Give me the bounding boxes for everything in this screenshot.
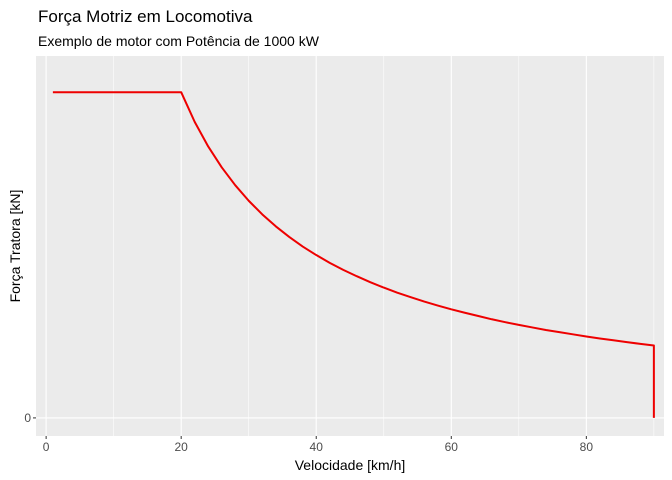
series-line-1 — [52, 91, 655, 418]
x-axis: 0 20 40 60 80 — [43, 436, 594, 454]
plot-panel — [36, 56, 664, 436]
chart-title: Força Motriz em Locomotiva — [38, 7, 253, 26]
y-axis: 0 — [24, 411, 36, 425]
minor-gridlines — [113, 56, 655, 436]
x-tick-label: 40 — [310, 440, 324, 454]
y-tick-label: 0 — [24, 411, 31, 425]
x-tick-label: 20 — [175, 440, 189, 454]
chart-subtitle: Exemplo de motor com Potência de 1000 kW — [38, 33, 320, 49]
x-tick-label: 0 — [43, 440, 50, 454]
x-axis-title: Velocidade [km/h] — [295, 457, 406, 473]
x-tick-label: 80 — [580, 440, 594, 454]
y-axis-title: Força Tratora [kN] — [7, 190, 23, 303]
x-tick-label: 60 — [445, 440, 459, 454]
series-layer — [52, 91, 655, 418]
major-gridlines — [36, 56, 664, 436]
